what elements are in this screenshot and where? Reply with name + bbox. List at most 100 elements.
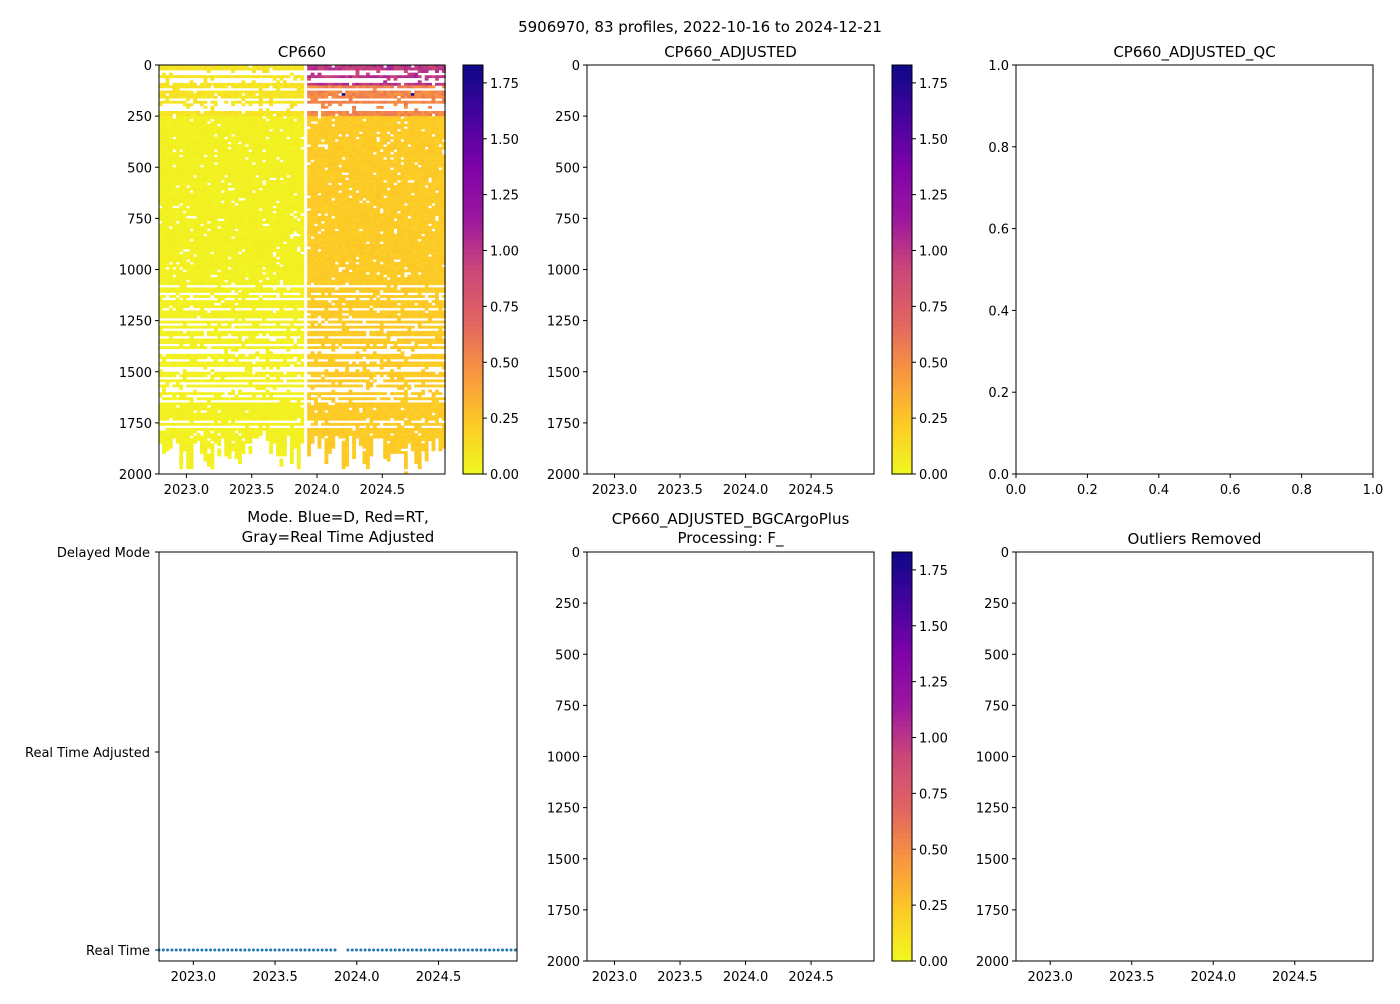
heatmap-cell: [234, 282, 239, 286]
heatmap-cell: [220, 144, 225, 148]
heatmap-cell: [210, 162, 215, 165]
heatmap-cell: [162, 126, 166, 130]
heatmap-cell: [272, 435, 277, 439]
heatmap-cell: [162, 379, 166, 383]
heatmap-cell: [279, 111, 284, 114]
heatmap-cell: [244, 180, 249, 183]
heatmap-cell: [255, 226, 260, 229]
heatmap-cell: [175, 384, 180, 388]
heatmap-cell: [300, 379, 305, 383]
heatmap-cell: [165, 131, 170, 135]
heatmap-cell: [289, 200, 294, 204]
heatmap-cell: [165, 77, 170, 81]
heatmap-cell: [182, 297, 187, 301]
heatmap-cell: [269, 415, 274, 419]
heatmap-cell: [203, 180, 208, 183]
heatmap-cell: [193, 305, 197, 309]
heatmap-cell: [206, 453, 211, 457]
heatmap-cell: [162, 443, 166, 447]
heatmap-cell: [200, 220, 204, 224]
heatmap-cell: [210, 238, 215, 242]
heatmap-cell: [200, 307, 204, 311]
heatmap-cell: [158, 131, 163, 135]
heatmap-cell: [172, 249, 177, 252]
heatmap-cell: [289, 174, 294, 178]
heatmap-cell: [203, 85, 208, 89]
heatmap-cell: [186, 93, 191, 96]
heatmap-cell: [210, 220, 215, 224]
heatmap-cell: [172, 169, 177, 173]
heatmap-cell: [279, 325, 284, 329]
heatmap-cell: [175, 277, 180, 281]
heatmap-cell: [220, 302, 225, 306]
heatmap-cell: [276, 174, 280, 178]
heatmap-cell: [175, 438, 180, 442]
heatmap-cell: [165, 341, 170, 344]
heatmap-cell: [175, 141, 180, 145]
heatmap-cell: [269, 100, 274, 104]
heatmap-cell: [210, 353, 215, 357]
heatmap-cell: [289, 180, 294, 183]
heatmap-cell: [189, 433, 194, 436]
heatmap-cell: [300, 384, 305, 388]
heatmap-cell: [193, 187, 197, 191]
heatmap-cell: [158, 95, 163, 99]
heatmap-cell: [224, 361, 229, 365]
heatmap-cell: [276, 417, 280, 421]
heatmap-cell: [231, 123, 236, 127]
heatmap-cell: [210, 197, 215, 201]
heatmap-cell: [272, 85, 277, 89]
heatmap-cell: [217, 223, 222, 227]
heatmap-cell: [224, 402, 229, 406]
heatmap-cell: [293, 435, 298, 439]
heatmap-cell: [234, 121, 239, 125]
heatmap-cell: [248, 246, 253, 250]
heatmap-cell: [248, 162, 253, 165]
heatmap-cell: [172, 192, 177, 196]
heatmap-cell: [172, 256, 177, 260]
heatmap-cell: [168, 215, 173, 219]
heatmap-cell: [189, 128, 194, 132]
heatmap-cell: [162, 218, 166, 222]
heatmap-cell: [265, 90, 270, 94]
heatmap-cell: [276, 162, 280, 165]
heatmap-cell: [203, 305, 208, 309]
heatmap-cell: [255, 67, 260, 71]
heatmap-cell: [210, 208, 215, 212]
heatmap-cell: [293, 65, 298, 68]
heatmap-cell: [251, 261, 256, 265]
heatmap-cell: [262, 261, 267, 265]
heatmap-cell: [175, 149, 180, 153]
heatmap-cell: [158, 266, 163, 270]
heatmap-cell: [186, 226, 191, 229]
heatmap-cell: [196, 305, 201, 309]
heatmap-cell: [296, 289, 301, 293]
heatmap-cell: [165, 392, 170, 396]
heatmap-cell: [238, 144, 242, 148]
heatmap-cell: [282, 128, 287, 132]
heatmap-cell: [241, 397, 246, 401]
heatmap-cell: [193, 223, 197, 227]
heatmap-cell: [210, 190, 215, 194]
heatmap-cell: [269, 392, 274, 396]
heatmap-cell: [193, 139, 197, 142]
heatmap-cell: [255, 111, 260, 114]
heatmap-cell: [189, 392, 194, 396]
heatmap-cell: [241, 154, 246, 158]
heatmap-cell: [213, 427, 218, 431]
heatmap-cell: [158, 274, 163, 278]
heatmap-cell: [200, 312, 204, 316]
heatmap-cell: [213, 420, 218, 424]
heatmap-cell: [189, 399, 194, 403]
heatmap-cell: [279, 353, 284, 357]
heatmap-cell: [210, 427, 215, 431]
heatmap-cell: [165, 289, 170, 293]
heatmap-cell: [262, 172, 267, 176]
heatmap-cell: [182, 312, 187, 316]
heatmap-cell: [206, 427, 211, 431]
heatmap-cell: [200, 407, 204, 411]
heatmap-cell: [196, 274, 201, 278]
heatmap-cell: [224, 438, 229, 442]
heatmap-cell: [165, 157, 170, 160]
heatmap-cell: [265, 182, 270, 186]
